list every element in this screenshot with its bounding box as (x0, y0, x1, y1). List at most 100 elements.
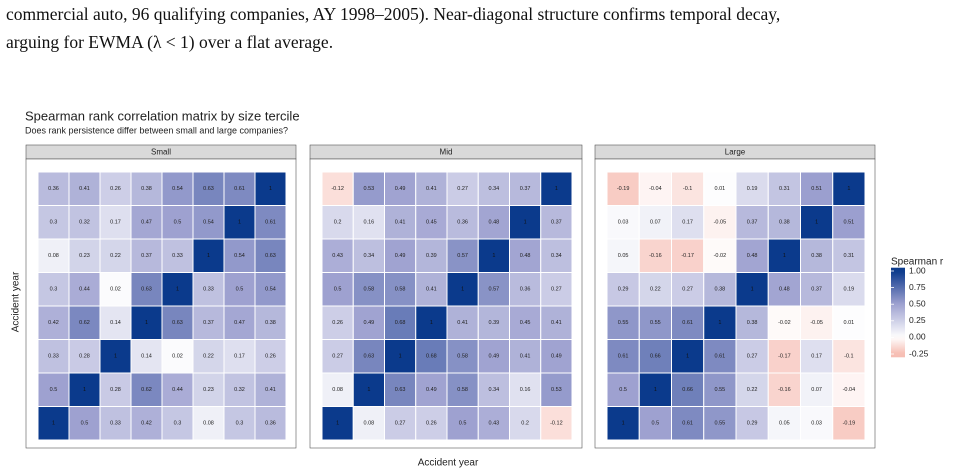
cell-label: 0.29 (747, 421, 758, 427)
heatmap-cell (606, 272, 640, 307)
cell-label: 0.54 (234, 253, 245, 259)
cell-label: 0.08 (203, 421, 214, 427)
cell-label: 0.53 (551, 387, 562, 393)
cell-label: -0.1 (844, 354, 853, 360)
cell-label: 0.16 (364, 220, 375, 226)
cell-label: 0.37 (141, 253, 152, 259)
chart-subtitle: Does rank persistence differ between sma… (25, 125, 288, 135)
cell-label: 0.28 (79, 354, 90, 360)
heatmap-cell (254, 339, 287, 374)
cell-label: -0.04 (649, 186, 662, 192)
heatmap-cell (321, 205, 354, 240)
facet-label: Large (725, 148, 746, 157)
heatmap-cell (415, 339, 448, 374)
heatmap-cell (832, 406, 866, 441)
colorbar-tick-label: 0.50 (909, 298, 926, 308)
cell-label: 0.55 (618, 320, 629, 326)
cell-label: 0.22 (747, 387, 758, 393)
cell-label: 1 (52, 421, 55, 427)
cell-label: 0.17 (811, 354, 822, 360)
cell-label: 0.54 (172, 186, 183, 192)
heatmap-cell (735, 372, 769, 407)
cell-label: 0.34 (489, 387, 500, 393)
cell-label: 0.49 (395, 186, 406, 192)
heatmap-cell (161, 272, 194, 307)
heatmap-cell (446, 238, 479, 273)
cell-label: -0.17 (778, 354, 791, 360)
heatmap-cell (703, 205, 737, 240)
cell-label: 1 (207, 253, 210, 259)
cell-label: 0.41 (457, 320, 468, 326)
cell-label: 0.63 (364, 354, 375, 360)
cell-label: 1 (686, 354, 689, 360)
cell-label: 0.38 (715, 287, 726, 293)
cell-label: 0.08 (48, 253, 59, 259)
cell-label: 1 (145, 320, 148, 326)
heatmap-cell (352, 272, 385, 307)
cell-label: -0.19 (617, 186, 630, 192)
cell-label: 0.07 (650, 220, 661, 226)
cell-label: 0.61 (618, 354, 629, 360)
cell-label: 0.48 (779, 287, 790, 293)
cell-label: 1 (622, 421, 625, 427)
heatmap-cell (415, 406, 448, 441)
cell-label: -0.19 (843, 421, 856, 427)
cell-label: 0.51 (811, 186, 822, 192)
heatmap-cell (446, 272, 479, 307)
heatmap-cell (509, 171, 542, 206)
caption-line: arguing for EWMA (λ < 1) over a flat ave… (6, 32, 334, 52)
cell-label: 0.37 (811, 287, 822, 293)
cell-label: 0.5 (619, 387, 627, 393)
heatmap-cell (161, 171, 194, 206)
heatmap-cell (384, 406, 417, 441)
heatmap-cell (509, 305, 542, 340)
heatmap-cell (477, 272, 510, 307)
cell-label: 1 (815, 220, 818, 226)
heatmap-cell (477, 171, 510, 206)
heatmap-cell (321, 406, 354, 441)
heatmap-cell (800, 305, 834, 340)
cell-label: 0.42 (141, 421, 152, 427)
cell-label: 0.01 (715, 186, 726, 192)
cell-label: 0.58 (395, 287, 406, 293)
cell-label: 0.57 (457, 253, 468, 259)
heatmap-cell (477, 305, 510, 340)
heatmap-cell (130, 372, 163, 407)
heatmap-cell (540, 238, 573, 273)
cell-label: 0.33 (110, 421, 121, 427)
heatmap-cell (800, 238, 834, 273)
cell-label: 1 (238, 220, 241, 226)
heatmap-cell (606, 305, 640, 340)
cell-label: -0.12 (550, 421, 563, 427)
cell-label: 0.36 (457, 220, 468, 226)
cell-label: 0.07 (811, 387, 822, 393)
cell-label: 0.27 (395, 421, 406, 427)
heatmap-cell (161, 372, 194, 407)
heatmap-cell (540, 305, 573, 340)
cell-label: 0.63 (203, 186, 214, 192)
cell-label: 0.5 (236, 287, 244, 293)
y-axis-label: Accident year (11, 271, 22, 332)
cell-label: 0.43 (332, 253, 343, 259)
colorbar (891, 267, 905, 358)
cell-label: 0.58 (457, 387, 468, 393)
cell-label: 0.23 (203, 387, 214, 393)
heatmap-cell (254, 406, 287, 441)
heatmap-cell (671, 339, 705, 374)
heatmap-cell (671, 406, 705, 441)
colorbar-tick-label: -0.25 (909, 348, 929, 358)
cell-label: 0.36 (520, 287, 531, 293)
colorbar-tick-label: 0.25 (909, 315, 926, 325)
cell-label: 0.27 (747, 354, 758, 360)
cell-label: 0.37 (551, 220, 562, 226)
heatmap-cell (703, 238, 737, 273)
heatmap-cell (161, 305, 194, 340)
cell-label: 0.05 (779, 421, 790, 427)
heatmap-cell (37, 339, 70, 374)
cell-label: 0.38 (141, 186, 152, 192)
cell-label: 0.38 (811, 253, 822, 259)
cell-label: 0.34 (551, 253, 562, 259)
cell-label: 1 (176, 287, 179, 293)
cell-label: 0.47 (141, 220, 152, 226)
heatmap-cell (37, 406, 70, 441)
